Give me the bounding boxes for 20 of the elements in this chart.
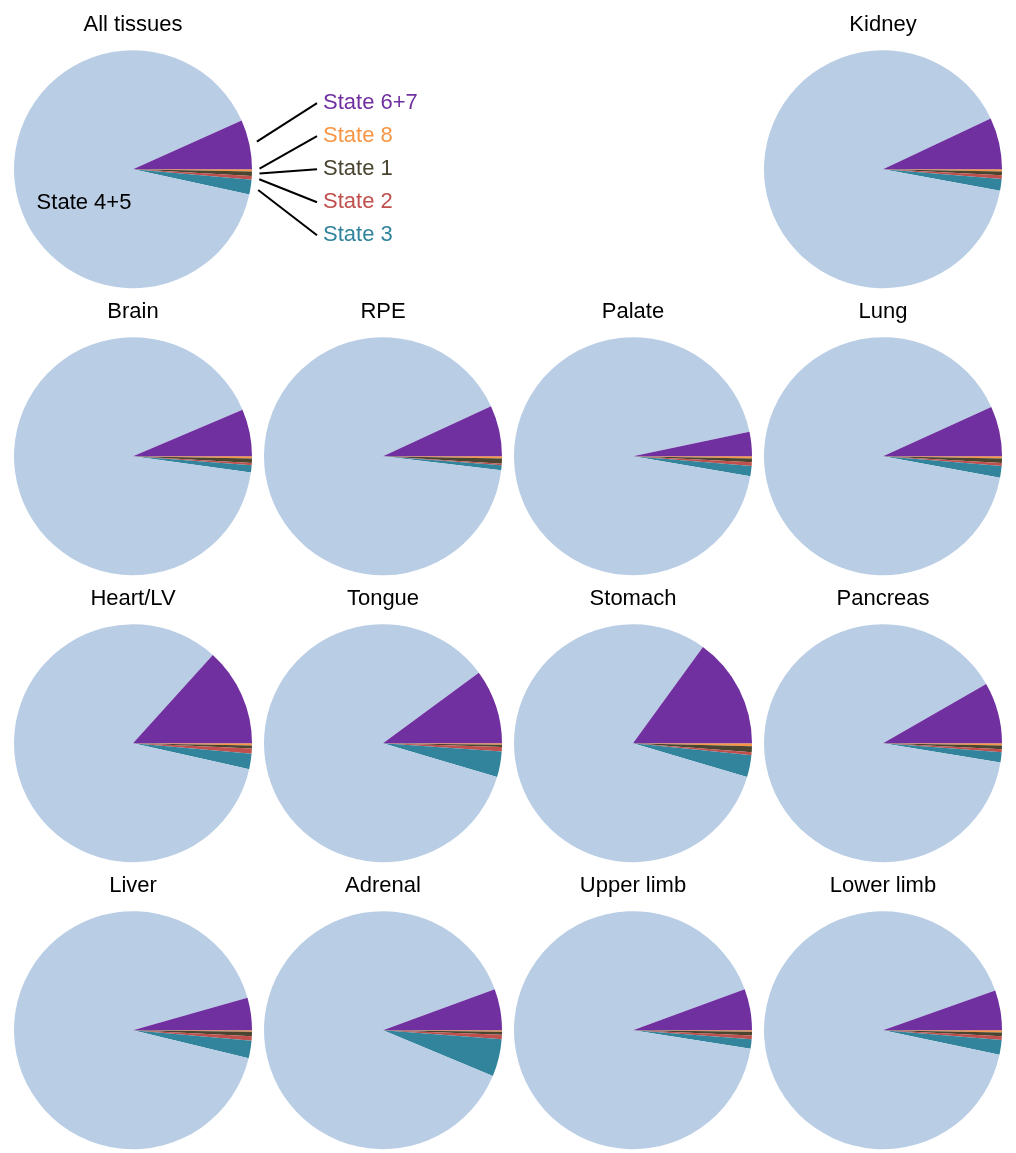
- chart-title: Tongue: [346, 585, 420, 611]
- slice-label: State 1: [323, 155, 393, 181]
- chart-title: Kidney: [849, 11, 917, 37]
- slice-label: State 3: [323, 221, 393, 247]
- chart-title: Lung: [858, 298, 908, 324]
- chart-title: Liver: [109, 872, 157, 898]
- chart-title: Upper limb: [579, 872, 687, 898]
- chart-title: Pancreas: [836, 585, 930, 611]
- chart-title: Adrenal: [345, 872, 421, 898]
- chart-title: Heart/LV: [90, 585, 176, 611]
- chart-title: Palate: [601, 298, 665, 324]
- chart-title: Brain: [107, 298, 159, 324]
- chart-title: RPE: [360, 298, 406, 324]
- chart-title: All tissues: [83, 11, 183, 37]
- slice-label: State 2: [323, 188, 393, 214]
- slice-label: State 4+5: [36, 189, 132, 215]
- slice-label: State 6+7: [323, 89, 418, 115]
- chart-title: Lower limb: [829, 872, 937, 898]
- chart-title: Stomach: [589, 585, 677, 611]
- slice-label: State 8: [323, 122, 393, 148]
